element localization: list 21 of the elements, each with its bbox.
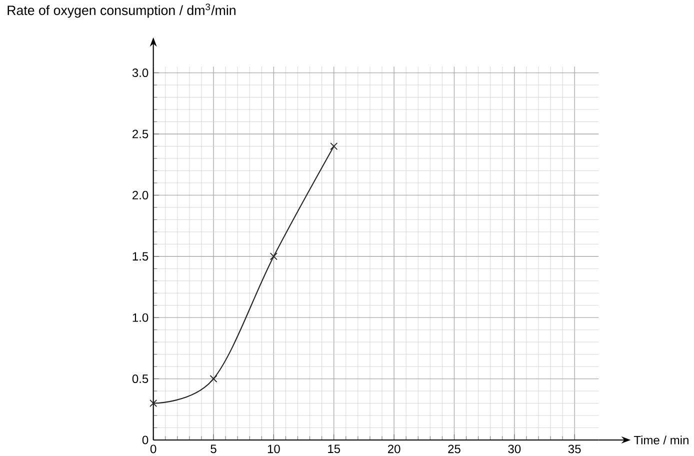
x-tick-label: 30 [508,444,521,454]
x-tick-label: 5 [210,444,216,454]
y-tick-label: 3.0 [132,68,148,78]
point [330,142,338,150]
x-tick-label: 20 [388,444,400,454]
x-tick-label: 35 [568,444,581,454]
y-axis-title: Rate of oxygen consumption / dm$^{3}$/min [8,4,236,18]
x-tick-label: 15 [328,444,340,454]
x-tick-label: 10 [268,444,280,454]
y-tick-label: 2.5 [132,130,148,138]
y-tick-label: 0 [142,436,148,444]
point [150,399,158,408]
point [270,252,278,260]
x-tick-label: 0 [150,444,156,454]
x-tick-label: 25 [448,444,460,454]
point [210,375,218,383]
y-tick-label: 2.0 [132,190,148,200]
y-tick-label: 1.0 [132,313,148,322]
y-tick-label: 0.5 [132,374,148,384]
x-axis-title: Time / min [634,436,688,444]
y-tick-label: 1.5 [132,252,148,261]
